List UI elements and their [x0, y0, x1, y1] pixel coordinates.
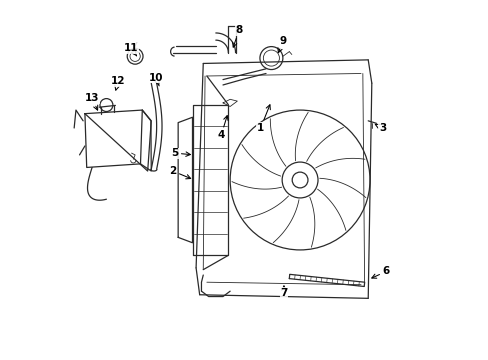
Text: 5: 5 — [171, 148, 190, 158]
Text: 11: 11 — [123, 43, 138, 56]
Text: 3: 3 — [374, 123, 386, 133]
Text: 2: 2 — [169, 166, 190, 179]
Text: 10: 10 — [148, 73, 163, 86]
Text: 6: 6 — [371, 266, 389, 278]
Text: 4: 4 — [217, 116, 227, 140]
Text: 1: 1 — [257, 105, 270, 133]
Text: 8: 8 — [232, 25, 242, 47]
Text: 9: 9 — [277, 36, 286, 53]
Text: 7: 7 — [280, 286, 287, 298]
Text: 12: 12 — [111, 76, 125, 90]
Text: 13: 13 — [84, 93, 99, 110]
